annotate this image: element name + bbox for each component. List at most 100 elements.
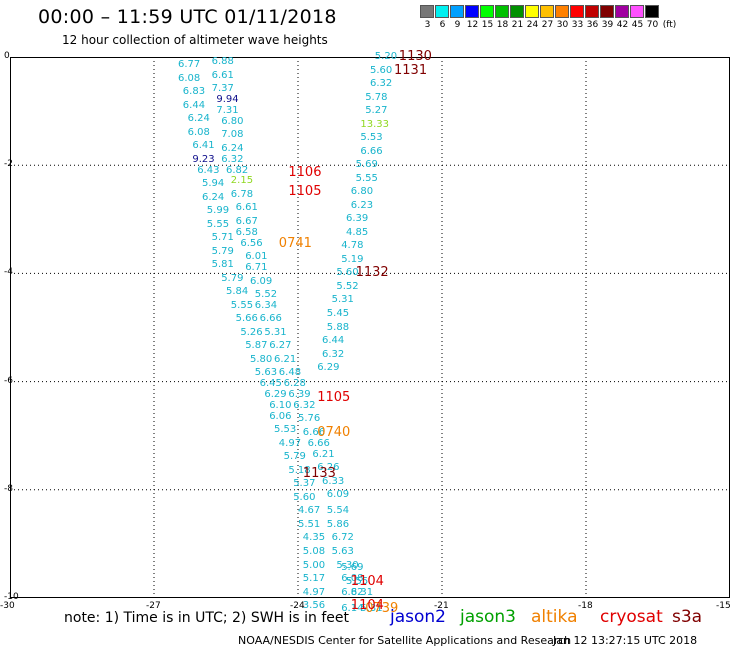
pass-time-label: 1104 — [350, 598, 384, 614]
wave-height-observation: 6.09 — [326, 489, 350, 501]
scale-swatch — [495, 5, 509, 18]
chart-subtitle: 12 hour collection of altimeter wave hei… — [62, 33, 328, 47]
wave-height-observation: 6.67 — [235, 216, 258, 227]
wave-height-observation: 6.77 — [178, 59, 201, 71]
wave-height-observation: 6.61 — [235, 202, 258, 214]
wave-height-observation: 5.55 — [230, 299, 254, 311]
wave-height-observation: 5.53 — [360, 132, 383, 144]
pass-time-label: 1105 — [317, 389, 351, 405]
wave-height-observation: 6.32 — [221, 153, 244, 165]
wave-height-observation: 5.52 — [336, 280, 359, 292]
legend-jason2: jason2 — [390, 607, 446, 627]
wave-height-observation: 6.83 — [182, 86, 206, 98]
wave-height-observation: 5.00 — [302, 559, 326, 571]
wave-height-observation: 9.94 — [216, 94, 239, 106]
wave-height-observation: 6.66 — [259, 313, 282, 325]
scale-swatch — [480, 5, 494, 18]
wave-height-observation: 6.32 — [293, 399, 316, 411]
chart-title: 00:00 – 11:59 UTC 01/11/2018 — [38, 6, 337, 28]
pass-time-label: 1105 — [288, 184, 322, 200]
scale-label: 21 — [511, 20, 524, 30]
wave-height-observation: 6.66 — [307, 437, 330, 449]
issued-timestamp: Jan 12 13:27:15 UTC 2018 — [553, 634, 698, 647]
wave-height-observation: 5.86 — [326, 518, 350, 530]
wave-height-observation: 5.69 — [355, 159, 378, 171]
scale-swatch — [540, 5, 554, 18]
scale-label: 39 — [601, 20, 614, 30]
wave-height-observation: 5.79 — [211, 245, 234, 257]
pass-time-label: 0739 — [365, 600, 399, 616]
legend-s3a: s3a — [672, 607, 703, 627]
wave-height-observation: 6.09 — [250, 275, 273, 287]
wave-height-observation: 4.67 — [298, 505, 321, 517]
wave-height-observation: 5.37 — [293, 478, 316, 490]
wave-height-observation: 9.23 — [192, 153, 215, 165]
scale-swatch — [570, 5, 584, 18]
wave-height-observation: 5.87 — [245, 340, 268, 352]
longitude-tick-label: -27 — [146, 601, 161, 611]
wave-height-observation: 5.88 — [326, 321, 350, 333]
scale-swatch — [435, 5, 449, 18]
wave-height-observation: 6.24 — [187, 113, 210, 125]
pass-time-label: 1132 — [355, 265, 389, 281]
scale-label: 12 — [466, 20, 479, 30]
wave-height-observation: 6.26 — [317, 462, 340, 474]
wave-height-observation: 6.24 — [221, 142, 244, 154]
wave-height-observation: 6.21 — [312, 448, 335, 460]
wave-height-observation: 5.53 — [274, 424, 297, 436]
scale-swatch — [600, 5, 614, 18]
wave-height-observation: 5.52 — [254, 289, 278, 301]
wave-height-observation: 5.27 — [365, 105, 388, 117]
wave-height-observation: 2.15 — [230, 175, 254, 187]
wave-height-observation: 4.97 — [278, 437, 302, 449]
longitude-tick-label: -30 — [0, 601, 15, 611]
wave-height-observation: 6.72 — [331, 532, 354, 544]
wave-height-observation: 6.31 — [350, 586, 374, 598]
scale-label: 36 — [586, 20, 599, 30]
legend-jason3: jason3 — [460, 607, 516, 627]
wave-height-observation: 5.69 — [341, 562, 364, 574]
wave-height-observation: 5.71 — [211, 232, 234, 244]
scale-swatch — [615, 5, 629, 18]
wave-height-observation: 4.85 — [346, 226, 369, 238]
scale-label: 45 — [631, 20, 644, 30]
wave-height-observation: 6.27 — [269, 340, 292, 352]
wave-height-observation: 6.23 — [350, 199, 374, 211]
wave-height-observation: 6.44 — [322, 335, 345, 347]
wave-height-observation: 6.82 — [226, 164, 249, 176]
pass-time-label: 1130 — [398, 49, 432, 64]
wave-height-observation: 6.80 — [350, 186, 374, 198]
wave-height-observation: 5.18 — [288, 464, 311, 476]
wave-height-observation: 6.10 — [269, 399, 292, 411]
wave-height-observation: 5.81 — [211, 259, 234, 271]
wave-height-observation: 6.21 — [274, 353, 297, 365]
map-grid — [10, 57, 730, 598]
wave-height-observation: 5.66 — [235, 313, 258, 325]
wave-height-observation: 5.20 — [374, 51, 398, 62]
wave-height-observation: 5.45 — [326, 307, 350, 319]
wave-height-observation: 6.61 — [211, 69, 234, 81]
scale-label: 42 — [616, 20, 629, 30]
pass-time-label: 1131 — [394, 62, 428, 78]
scale-swatch — [585, 5, 599, 18]
wave-height-observation: 6.43 — [197, 164, 220, 176]
wave-height-observation: 6.39 — [288, 389, 311, 401]
pass-time-label: 0740 — [317, 424, 351, 440]
scale-label: 24 — [526, 20, 539, 30]
scale-label: 18 — [496, 20, 509, 30]
latitude-tick-label: -8 — [4, 483, 13, 494]
wave-height-observation: 4.78 — [341, 240, 364, 252]
wave-height-observation: 6.58 — [235, 226, 258, 238]
scale-swatch — [465, 5, 479, 18]
wave-height-observation: 7.08 — [221, 129, 244, 141]
wave-height-observation: 6.06 — [269, 410, 292, 422]
scale-label: 70 — [646, 20, 659, 30]
wave-height-observation: 5.31 — [331, 294, 354, 306]
wave-height-observation: 5.60 — [293, 491, 316, 503]
scale-label: 6 — [439, 20, 446, 30]
wave-height-observation: 5.51 — [298, 518, 321, 530]
wave-height-observation: 5.55 — [206, 218, 230, 230]
wave-height-observation: 4.35 — [302, 532, 326, 544]
wave-height-observation: 13.33 — [360, 118, 390, 130]
wave-height-observation: 5.60 — [370, 64, 393, 76]
